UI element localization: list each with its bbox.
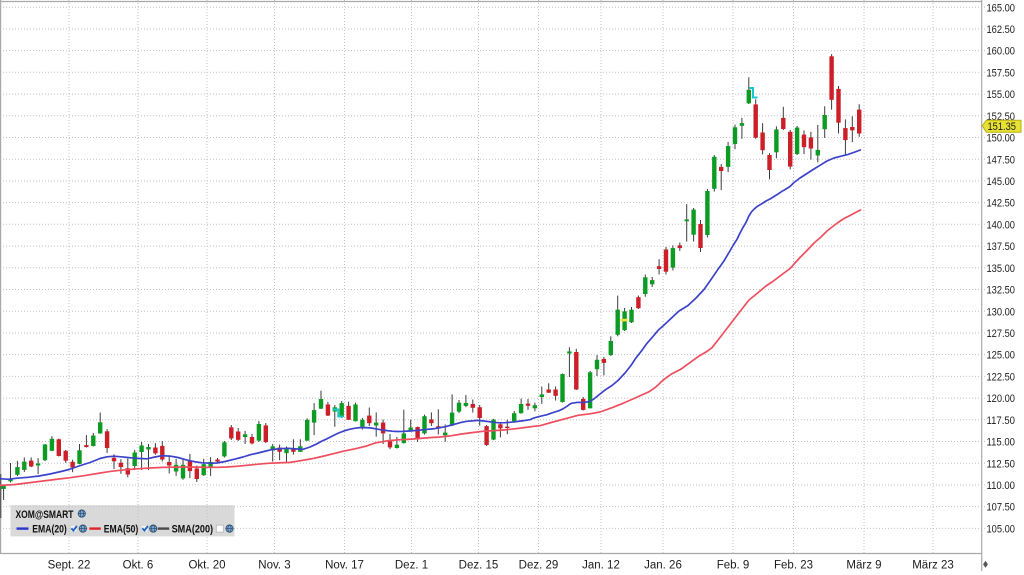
svg-text:Okt. 20: Okt. 20 — [188, 560, 225, 572]
svg-text:132.50: 132.50 — [987, 285, 1016, 297]
svg-text:147.50: 147.50 — [987, 154, 1016, 166]
svg-text:Sept. 22: Sept. 22 — [48, 560, 91, 572]
svg-text:SMA(200): SMA(200) — [172, 524, 214, 536]
svg-text:140.00: 140.00 — [987, 219, 1016, 231]
svg-text:117.50: 117.50 — [987, 415, 1016, 427]
svg-text:150.00: 150.00 — [987, 133, 1016, 145]
svg-text:112.50: 112.50 — [987, 458, 1016, 470]
svg-text:Dez. 1: Dez. 1 — [395, 560, 428, 572]
svg-text:137.50: 137.50 — [987, 241, 1016, 253]
svg-text:Jan. 12: Jan. 12 — [582, 560, 620, 572]
svg-text:107.50: 107.50 — [987, 502, 1016, 514]
svg-text:157.50: 157.50 — [987, 67, 1016, 79]
svg-text:122.50: 122.50 — [987, 372, 1016, 384]
svg-text:130.00: 130.00 — [987, 306, 1016, 318]
svg-text:151.35: 151.35 — [988, 121, 1017, 133]
svg-text:XOM@SMART: XOM@SMART — [16, 509, 74, 521]
svg-text:Dez. 29: Dez. 29 — [519, 560, 559, 572]
svg-text:März 9: März 9 — [846, 560, 881, 572]
svg-text:145.00: 145.00 — [987, 176, 1016, 188]
svg-text:135.00: 135.00 — [987, 263, 1016, 275]
svg-text:Jan. 26: Jan. 26 — [644, 560, 682, 572]
svg-text:Okt. 6: Okt. 6 — [123, 560, 154, 572]
svg-text:127.50: 127.50 — [987, 328, 1016, 340]
svg-text:Nov. 3: Nov. 3 — [258, 560, 290, 572]
svg-text:März 23: März 23 — [912, 560, 954, 572]
svg-text:165.00: 165.00 — [987, 2, 1016, 14]
svg-text:Feb. 9: Feb. 9 — [717, 560, 750, 572]
svg-text:Dez. 15: Dez. 15 — [459, 560, 499, 572]
svg-text:115.00: 115.00 — [987, 437, 1016, 449]
svg-text:EMA(20): EMA(20) — [32, 524, 67, 536]
svg-text:125.00: 125.00 — [987, 350, 1016, 362]
svg-text:110.00: 110.00 — [987, 480, 1016, 492]
svg-text:155.00: 155.00 — [987, 89, 1016, 101]
svg-text:EMA(50): EMA(50) — [104, 524, 139, 536]
svg-text:120.00: 120.00 — [987, 393, 1016, 405]
svg-text:162.50: 162.50 — [987, 24, 1016, 36]
svg-text:Feb. 23: Feb. 23 — [774, 560, 813, 572]
svg-text:142.50: 142.50 — [987, 198, 1016, 210]
svg-text:160.00: 160.00 — [987, 46, 1016, 58]
svg-text:105.00: 105.00 — [987, 524, 1016, 536]
svg-text:Nov. 17: Nov. 17 — [325, 560, 364, 572]
